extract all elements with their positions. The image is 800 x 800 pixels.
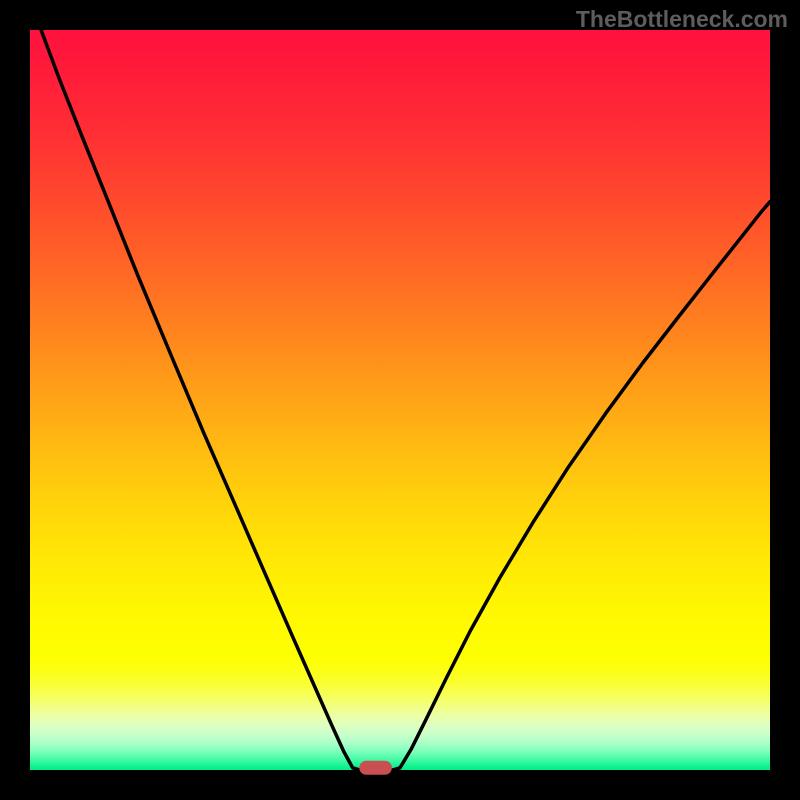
chart-container: TheBottleneck.com bbox=[0, 0, 800, 800]
gradient-background bbox=[30, 30, 770, 770]
optimal-marker bbox=[359, 761, 392, 775]
watermark-text: TheBottleneck.com bbox=[576, 6, 788, 33]
bottleneck-chart bbox=[0, 0, 800, 800]
